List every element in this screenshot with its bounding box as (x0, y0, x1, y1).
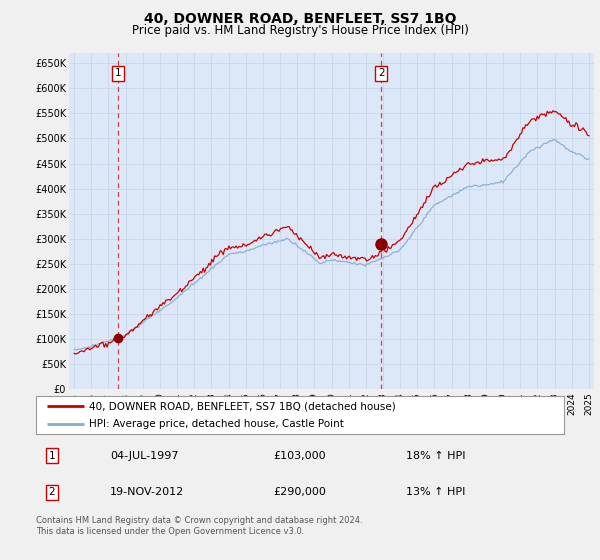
Text: 04-JUL-1997: 04-JUL-1997 (110, 451, 178, 461)
Text: 40, DOWNER ROAD, BENFLEET, SS7 1BQ (detached house): 40, DOWNER ROAD, BENFLEET, SS7 1BQ (deta… (89, 401, 395, 411)
Text: 18% ↑ HPI: 18% ↑ HPI (406, 451, 465, 461)
Text: Price paid vs. HM Land Registry's House Price Index (HPI): Price paid vs. HM Land Registry's House … (131, 24, 469, 36)
Text: HPI: Average price, detached house, Castle Point: HPI: Average price, detached house, Cast… (89, 419, 344, 429)
Text: 2: 2 (49, 487, 55, 497)
Text: 13% ↑ HPI: 13% ↑ HPI (406, 487, 465, 497)
Text: 2: 2 (378, 68, 385, 78)
Text: 19-NOV-2012: 19-NOV-2012 (110, 487, 184, 497)
Text: 1: 1 (115, 68, 121, 78)
Text: 1: 1 (49, 451, 55, 461)
Text: 40, DOWNER ROAD, BENFLEET, SS7 1BQ: 40, DOWNER ROAD, BENFLEET, SS7 1BQ (144, 12, 456, 26)
Text: £103,000: £103,000 (274, 451, 326, 461)
Text: £290,000: £290,000 (274, 487, 326, 497)
Text: Contains HM Land Registry data © Crown copyright and database right 2024.
This d: Contains HM Land Registry data © Crown c… (36, 516, 362, 536)
